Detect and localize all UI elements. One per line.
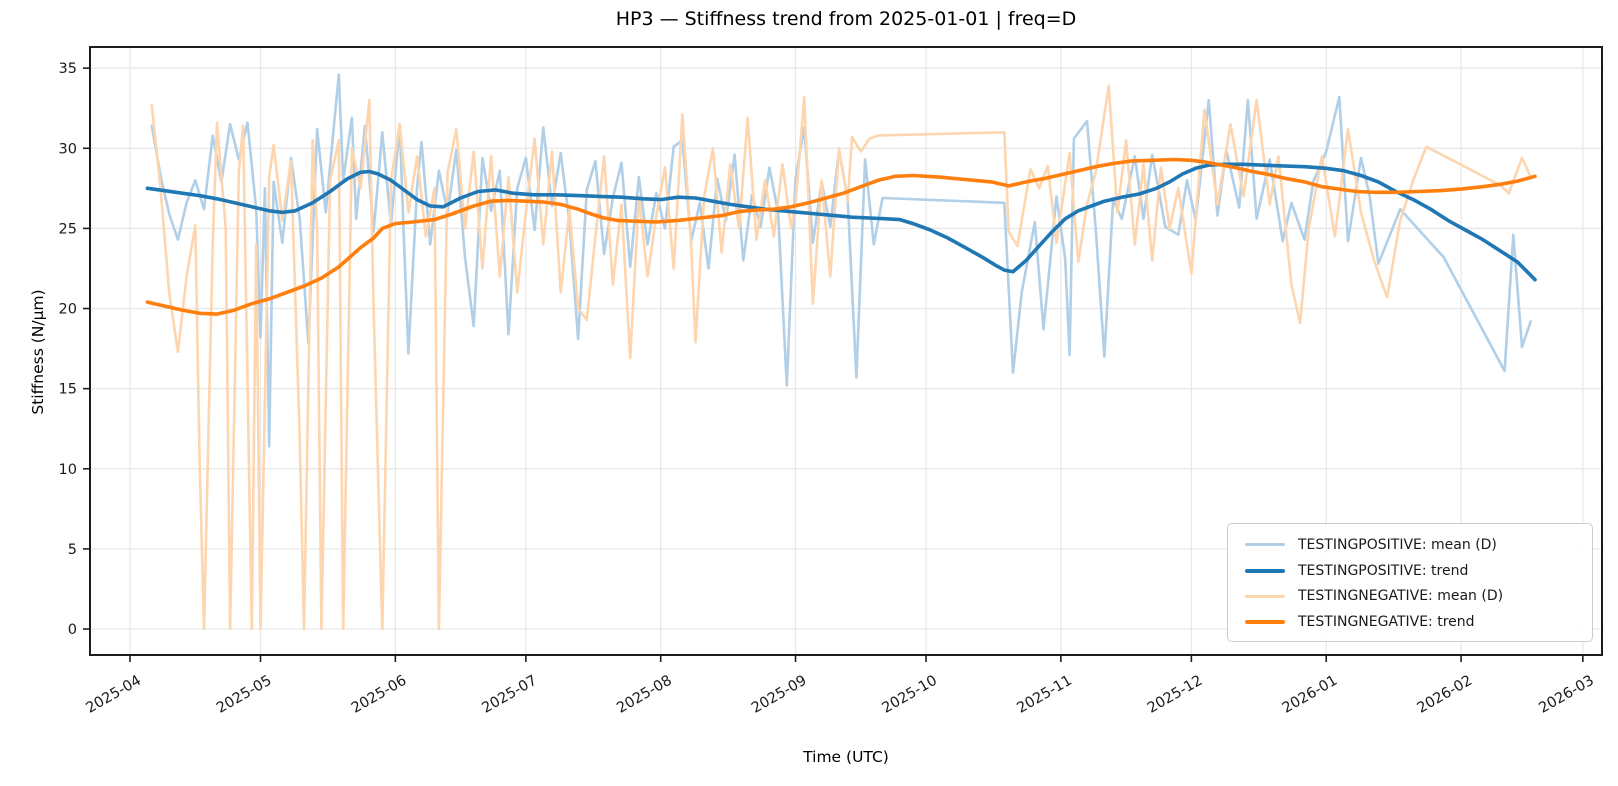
- y-tick-label: 0: [68, 622, 77, 638]
- legend-swatch-testingpositive-trend: [1245, 568, 1285, 573]
- y-tick-label: 15: [59, 382, 77, 398]
- legend-swatch-testingnegative-trend: [1245, 620, 1285, 625]
- y-tick-label: 30: [59, 141, 77, 157]
- y-axis-label: Stiffness (N/μm): [29, 289, 47, 415]
- y-tick-label: 5: [68, 542, 77, 558]
- x-tick-label: 2025-09: [749, 673, 809, 717]
- plot-border: [89, 46, 1603, 656]
- series-line-1: [145, 162, 1537, 282]
- chart-title: HP3 — Stiffness trend from 2025-01-01 | …: [615, 8, 1077, 30]
- x-tick-label: 2025-04: [84, 673, 144, 717]
- legend-row-testingnegative-mean: TESTINGNEGATIVE: mean (D): [1238, 584, 1582, 610]
- x-tick-label: 2025-10: [880, 673, 940, 717]
- legend: TESTINGPOSITIVE: mean (D) TESTINGPOSITIV…: [1227, 523, 1593, 642]
- x-tick-label: 2026-01: [1280, 673, 1340, 717]
- y-tick-label: 20: [59, 302, 77, 318]
- x-tick-label: 2026-02: [1415, 673, 1475, 717]
- x-tick-label: 2025-08: [614, 673, 674, 717]
- series-line-3: [145, 157, 1537, 316]
- x-tick-label: 2025-12: [1145, 673, 1205, 717]
- x-axis-label: Time (UTC): [803, 748, 889, 766]
- legend-label-testingnegative-mean: TESTINGNEGATIVE: mean (D): [1298, 588, 1504, 605]
- legend-label-testingpositive-mean: TESTINGPOSITIVE: mean (D): [1298, 536, 1497, 553]
- series-line-0: [150, 73, 1532, 448]
- y-tick-label: 10: [59, 462, 77, 478]
- legend-label-testingpositive-trend: TESTINGPOSITIVE: trend: [1298, 562, 1469, 579]
- x-tick-label: 2025-07: [479, 673, 539, 717]
- y-tick-label: 25: [59, 221, 77, 237]
- x-tick-label: 2025-06: [349, 673, 409, 717]
- legend-swatch-testingpositive-mean: [1245, 543, 1285, 547]
- series-line-2: [150, 84, 1532, 631]
- legend-row-testingpositive-mean: TESTINGPOSITIVE: mean (D): [1238, 532, 1582, 558]
- x-tick-label: 2025-05: [214, 673, 274, 717]
- legend-row-testingnegative-trend: TESTINGNEGATIVE: trend: [1238, 609, 1582, 635]
- legend-label-testingnegative-trend: TESTINGNEGATIVE: trend: [1298, 614, 1475, 631]
- legend-row-testingpositive-trend: TESTINGPOSITIVE: trend: [1238, 558, 1582, 584]
- y-tick-label: 35: [59, 61, 77, 77]
- legend-swatch-testingnegative-mean: [1245, 594, 1285, 598]
- x-tick-label: 2025-11: [1014, 673, 1074, 717]
- x-tick-label: 2026-03: [1536, 673, 1596, 717]
